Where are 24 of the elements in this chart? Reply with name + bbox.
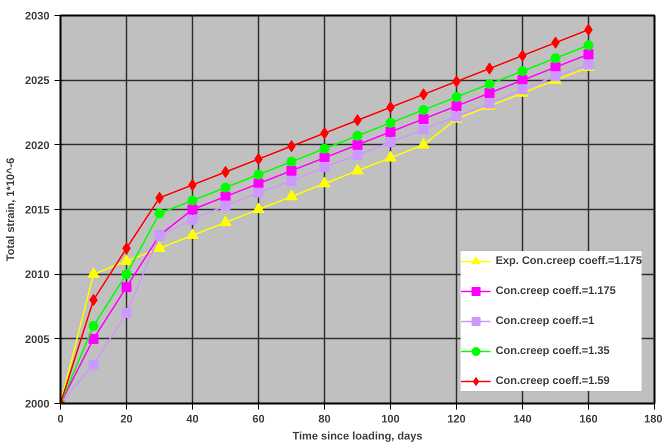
x-tick-label: 180 [644,414,662,426]
y-tick-label: 2025 [25,75,50,88]
legend-label: Exp. Con.creep coeff.=1.175 [496,255,642,267]
y-tick-label: 2030 [25,10,50,22]
x-tick-label: 80 [318,414,331,426]
x-tick-label: 120 [447,414,466,426]
x-tick-label: 100 [381,414,400,426]
y-axis-title: Total strain, 1*10^-6 [5,158,18,262]
x-tick-label: 0 [57,414,64,426]
y-tick-label: 2010 [25,269,50,282]
y-tick-label: 2020 [25,140,50,152]
x-tick-label: 140 [513,414,532,426]
y-tick-label: 2005 [25,334,50,346]
x-tick-label: 60 [252,414,265,426]
x-tick-label: 40 [186,414,199,426]
legend-label: Con.creep coeff.=1 [496,315,594,327]
legend-label: Con.creep coeff.=1.35 [496,345,610,357]
x-tick-label: 20 [120,414,133,426]
y-tick-label: 2000 [25,398,50,410]
legend-label: Con.creep coeff.=1.175 [496,285,616,297]
y-tick-label: 2015 [25,204,50,216]
legend-label: Con.creep coeff.=1.59 [496,375,610,387]
x-tick-label: 160 [579,414,598,426]
x-axis-title: Time since loading, days [292,430,423,442]
